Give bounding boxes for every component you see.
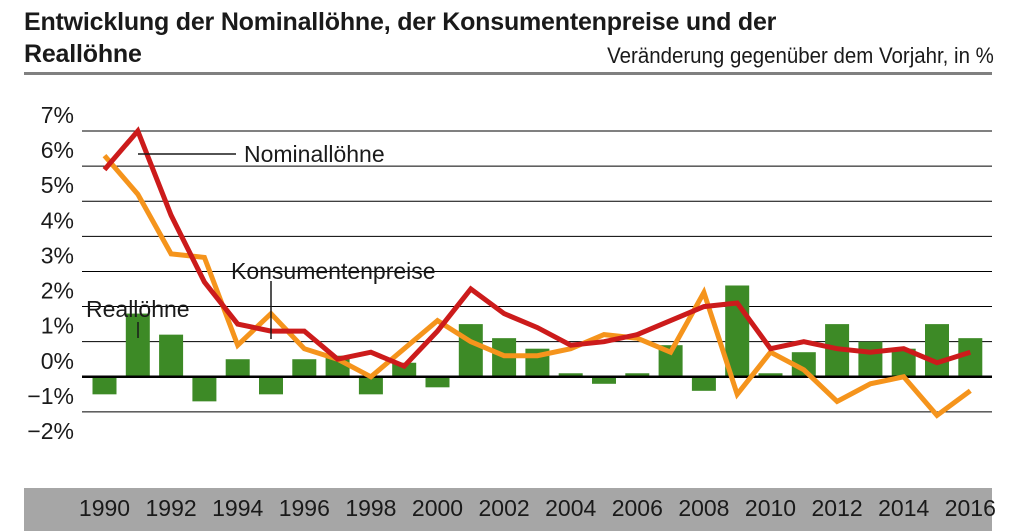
- line-nominal-wages: [102, 126, 972, 370]
- bar-real-wages: [358, 376, 383, 395]
- gridlines: [82, 130, 992, 413]
- x-tick-label: 1996: [279, 495, 330, 521]
- bar-real-wages: [458, 324, 483, 377]
- x-tick-label: 2004: [545, 495, 596, 521]
- x-tick-label: 2014: [878, 495, 929, 521]
- bar-real-wages: [758, 373, 783, 377]
- bar-real-wages: [958, 338, 983, 377]
- y-tick-label: 5%: [41, 172, 74, 198]
- title-rule: [24, 72, 992, 75]
- bar-real-wages: [192, 376, 217, 402]
- x-tick-label: 2012: [812, 495, 863, 521]
- y-tick-labels: 7% 6% 5% 4% 3% 2% 1% 0% −1% −2%: [27, 102, 74, 444]
- bar-real-wages: [592, 376, 616, 384]
- y-tick-label: 1%: [41, 313, 74, 339]
- x-tick-label: 1994: [212, 495, 263, 521]
- y-tick-label: −1%: [27, 383, 74, 409]
- x-tick-label: 2016: [945, 495, 996, 521]
- bar-real-wages: [858, 341, 883, 377]
- y-tick-label: 4%: [41, 207, 74, 233]
- label-nominal: Nominallöhne: [244, 141, 385, 167]
- x-tick-label: 2008: [678, 495, 729, 521]
- line-consumer-prices: [102, 153, 972, 419]
- x-tick-label: 1990: [79, 495, 130, 521]
- label-real: Reallöhne: [86, 296, 190, 322]
- x-tick-labels: 1990 1992 1994 1996 1998 2000 2002 2004 2006 2008…: [79, 495, 996, 521]
- x-axis-band: [24, 488, 992, 531]
- x-tick-label: 2000: [412, 495, 463, 521]
- x-tick-label: 2002: [479, 495, 530, 521]
- chart-subtitle: Veränderung gegenüber dem Vorjahr, in %: [607, 43, 994, 68]
- bars-real-wages: [92, 285, 983, 402]
- bar-real-wages: [92, 376, 117, 395]
- bar-real-wages: [225, 359, 250, 377]
- bar-real-wages: [625, 373, 650, 377]
- bar-real-wages: [292, 359, 317, 377]
- y-tick-label: 3%: [41, 242, 74, 268]
- label-consumer: Konsumentenpreise: [231, 258, 436, 284]
- bar-real-wages: [925, 324, 949, 377]
- y-tick-label: 7%: [41, 102, 74, 128]
- y-tick-label: 0%: [41, 348, 74, 374]
- y-tick-label: 2%: [41, 278, 74, 304]
- bar-real-wages: [259, 376, 283, 395]
- bar-real-wages: [159, 334, 184, 377]
- bar-real-wages: [691, 376, 716, 391]
- bar-real-wages: [425, 376, 450, 388]
- bar-real-wages: [558, 373, 583, 377]
- x-tick-label: 2010: [745, 495, 796, 521]
- y-tick-label: 6%: [41, 137, 74, 163]
- x-tick-label: 1998: [345, 495, 396, 521]
- annotations: Nominallöhne Konsumentenpreise Reallöhne: [86, 141, 436, 339]
- x-tick-label: 1992: [146, 495, 197, 521]
- x-tick-label: 2006: [612, 495, 663, 521]
- chart-title: Entwicklung der Nominallöhne, der Konsum…: [24, 8, 777, 68]
- y-tick-label: −2%: [27, 418, 74, 444]
